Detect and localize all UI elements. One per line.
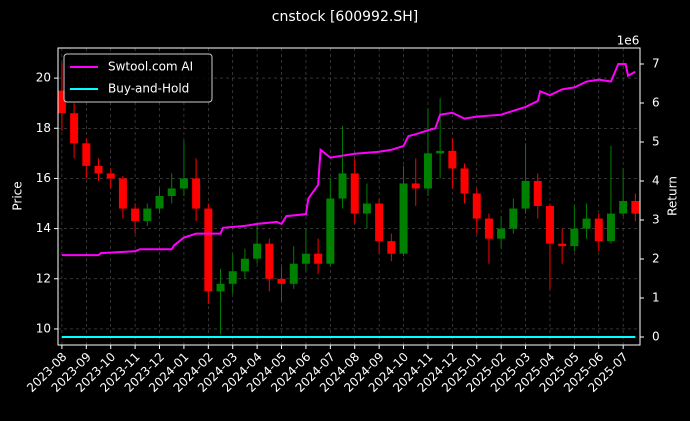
candle-body — [375, 203, 384, 242]
candle-body — [387, 241, 396, 254]
candle-body — [118, 178, 127, 209]
y2-axis-label: Return — [666, 176, 680, 216]
candle-body — [436, 150, 445, 154]
candle-body — [582, 218, 591, 229]
candle-body — [619, 201, 628, 214]
candle-body — [509, 208, 518, 229]
candle-body — [143, 208, 152, 222]
legend-label: Swtool.com AI — [108, 60, 193, 74]
candle-body — [106, 173, 115, 179]
y-tick-label: 18 — [36, 121, 51, 135]
candle-body — [301, 253, 310, 264]
candle-body — [411, 183, 420, 189]
candle-body — [216, 283, 225, 292]
candle-body — [192, 178, 201, 209]
candle-body — [277, 278, 286, 284]
candle-body — [533, 180, 542, 207]
candle-body — [338, 173, 347, 199]
candle-body — [570, 228, 579, 247]
candle-body — [472, 193, 481, 219]
candle-body — [497, 228, 506, 239]
candle-body — [350, 173, 359, 214]
y2-tick-label: 7 — [652, 56, 660, 70]
legend-label: Buy-and-Hold — [108, 82, 189, 96]
y2-offset-label: 1e6 — [617, 34, 640, 48]
plot-frame — [57, 47, 641, 346]
candle-body — [82, 143, 91, 166]
candle-body — [326, 198, 335, 264]
y2-tick-label: 6 — [652, 95, 660, 109]
chart-title: cnstock [600992.SH] — [272, 9, 418, 25]
candle-body — [423, 153, 432, 189]
candle-body — [460, 168, 469, 194]
candle-body — [179, 178, 188, 189]
candle-body — [57, 90, 66, 114]
y-tick-label: 16 — [36, 171, 51, 185]
candle-body — [167, 188, 176, 196]
y-axis-label: Price — [11, 181, 25, 210]
candle-body — [289, 263, 298, 284]
y2-tick-label: 0 — [652, 330, 660, 344]
candle-body — [70, 113, 79, 144]
legend-box — [63, 53, 213, 103]
y2-tick-label: 2 — [652, 252, 660, 266]
candle-body — [484, 218, 493, 239]
y2-tick-label: 5 — [652, 134, 660, 148]
candle-body — [631, 201, 640, 214]
candle-body — [399, 183, 408, 254]
y2-tick-label: 4 — [652, 173, 660, 187]
candle-body — [362, 203, 371, 214]
y-tick-label: 12 — [36, 271, 51, 285]
candle-body — [94, 165, 103, 174]
candle-body — [448, 150, 457, 169]
candle-body — [155, 195, 164, 209]
y2-tick-label: 3 — [652, 212, 660, 226]
y2-tick-label: 1 — [652, 291, 660, 305]
candle-body — [314, 253, 323, 264]
candle-body — [253, 243, 262, 259]
candle-body — [521, 180, 530, 209]
candle-body — [606, 213, 615, 242]
return-line — [61, 62, 636, 257]
candle-body — [131, 208, 140, 222]
candle-body — [594, 218, 603, 242]
y-tick-label: 10 — [36, 321, 51, 335]
candle-body — [558, 243, 567, 247]
candle-body — [265, 243, 274, 279]
candle-body — [204, 208, 213, 292]
y-tick-label: 20 — [36, 71, 51, 85]
candle-body — [240, 258, 249, 272]
y-tick-label: 14 — [36, 221, 51, 235]
candle-body — [228, 271, 237, 284]
candle-body — [545, 206, 554, 244]
